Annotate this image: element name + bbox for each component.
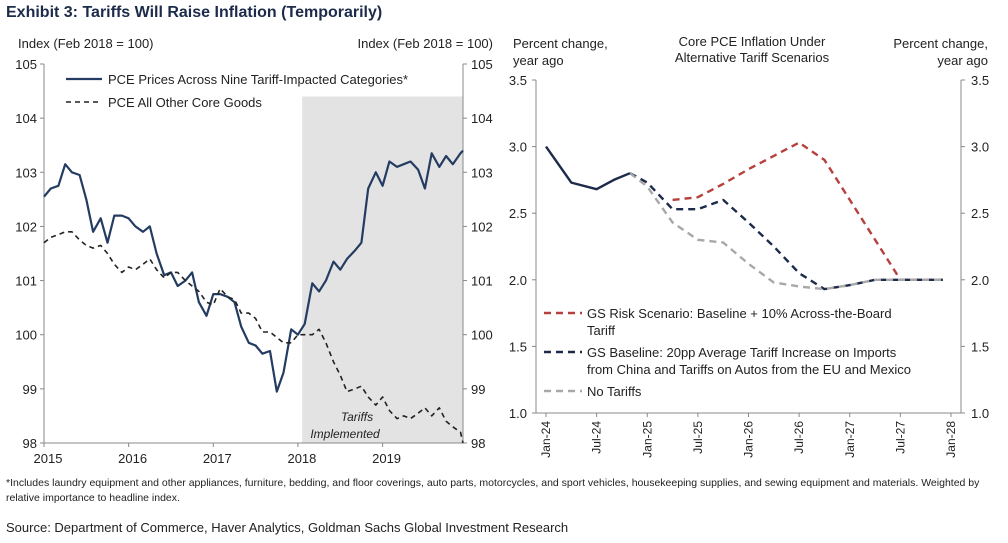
right-y-tick-label: 1.5 [971,339,989,354]
x-tick-label: Jan-25 [640,421,654,458]
x-tick-label: 2019 [372,451,401,466]
shaded-label-line1: Tariffs [341,410,373,424]
right-y-tick-label: 105 [471,57,493,72]
legend-label-1: PCE All Other Core Goods [108,95,262,110]
left-y-tick-label: 99 [23,382,37,397]
series-line-0 [672,141,943,281]
right-y-tick-label: 2.0 [971,273,989,288]
x-tick-label: 2015 [34,451,63,466]
x-tick-label: Jan-28 [944,421,958,458]
right-y-tick-label: 98 [471,436,485,451]
left-axis-label: Index (Feb 2018 = 100) [18,36,154,51]
x-tick-label: 2016 [118,451,147,466]
right-y-tick-label: 2.5 [971,206,989,221]
right-y-tick-label: 1.0 [971,406,989,421]
left-y-tick-label: 1.5 [509,339,527,354]
right-axis-label-line1: Percent change, [893,36,988,51]
exhibit-title: Exhibit 3: Tariffs Will Raise Inflation … [6,4,383,21]
right-y-tick-label: 3.0 [971,140,989,155]
left-y-tick-label: 105 [15,57,37,72]
left-axis-label-line2: year ago [513,53,564,68]
right-y-tick-label: 101 [471,274,493,289]
right-y-tick-label: 103 [471,165,493,180]
left-y-tick-label: 100 [15,328,37,343]
x-tick-label: Jul-24 [590,421,604,454]
legend-label-1-line2: from China and Tariffs on Autos from the… [587,362,911,377]
left-y-tick-label: 2.5 [509,206,527,221]
left-y-tick-label: 104 [15,111,37,126]
left-y-tick-label: 3.0 [509,140,527,155]
x-tick-label: 2017 [203,451,232,466]
right-axis-label: Index (Feb 2018 = 100) [357,36,493,51]
tariff-shaded-region [302,96,463,443]
right-y-tick-label: 99 [471,382,485,397]
right-y-tick-label: 102 [471,219,493,234]
legend-label-0: PCE Prices Across Nine Tariff-Impacted C… [108,72,408,87]
right-chart: 1.0 1.0 1.5 1.5 2.0 2.0 2.5 2.5 3.0 3.0 3.5 3.5 Jan-… [509,34,989,458]
series-line-0 [43,149,464,393]
right-y-tick-label: 3.5 [971,73,989,88]
series-line-1 [43,231,464,444]
shaded-label-line2: Implemented [310,427,380,441]
x-tick-label: 2018 [287,451,316,466]
legend-label-0-line1: GS Risk Scenario: Baseline + 10% Across-… [587,306,892,321]
left-chart: Tariffs Implemented 98 98 99 99 100 100 101 101 10… [15,36,493,466]
left-y-tick-label: 3.5 [509,73,527,88]
x-tick-label: Jul-26 [792,421,806,454]
left-axis-label-line1: Percent change, [513,36,608,51]
left-y-tick-label: 103 [15,165,37,180]
legend-label-2-line1: No Tariffs [587,384,642,399]
chart-title-line2: Alternative Tariff Scenarios [675,50,830,65]
footnote: *Includes laundry equipment and other ap… [6,477,980,504]
x-tick-label: Jul-27 [893,421,907,454]
legend-label-0-line2: Tariff [587,323,615,338]
left-y-tick-label: 101 [15,274,37,289]
chart-title-line1: Core PCE Inflation Under [679,34,826,49]
right-y-tick-label: 100 [471,328,493,343]
right-y-tick-label: 104 [471,111,493,126]
legend-label-1-line1: GS Baseline: 20pp Average Tariff Increas… [587,345,897,360]
x-tick-label: Jan-27 [843,421,857,458]
left-y-tick-label: 1.0 [509,406,527,421]
series-line-1 [629,172,943,291]
source-note: Source: Department of Commerce, Haver An… [6,520,569,535]
left-y-tick-label: 98 [23,436,37,451]
x-tick-label: Jul-25 [691,421,705,454]
left-y-tick-label: 2.0 [509,273,527,288]
series-line-3 [545,145,631,191]
left-y-tick-label: 102 [15,219,37,234]
x-tick-label: Jan-26 [742,421,756,458]
right-axis-label-line2: year ago [937,53,988,68]
x-tick-label: Jan-24 [539,421,553,458]
